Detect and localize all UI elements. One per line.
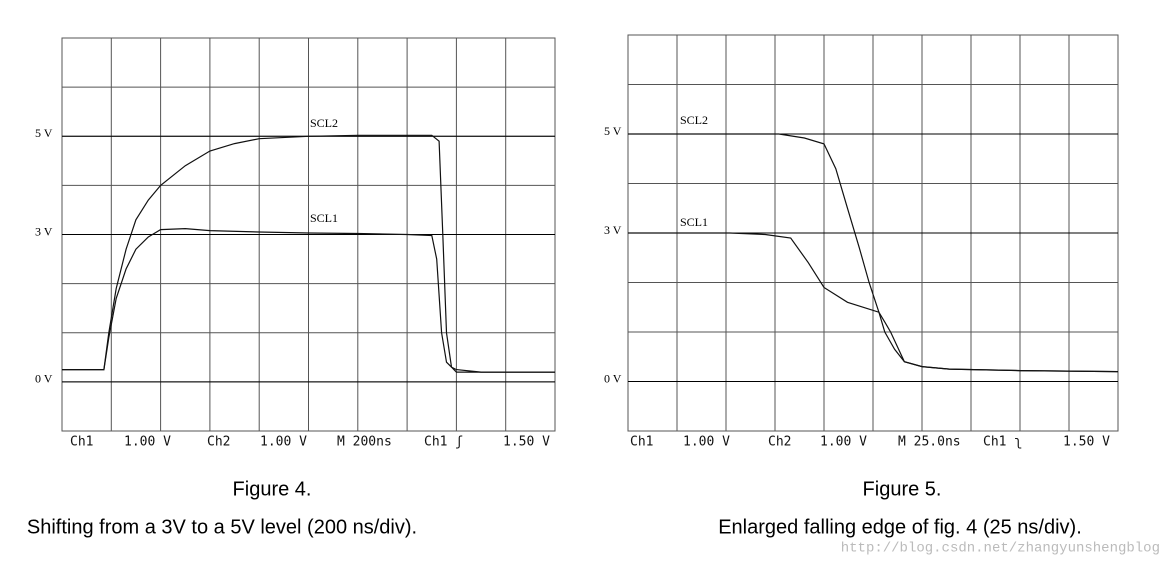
trace <box>628 232 1119 373</box>
trace <box>62 134 555 373</box>
scope-setting: M 25.0ns <box>898 435 961 450</box>
series-label: SCL2 <box>680 113 708 127</box>
scope-setting: Ch1 <box>630 435 653 450</box>
figure-caption: Figure 4. <box>233 478 312 500</box>
y-tick-label: 0 V <box>604 371 622 385</box>
y-tick-label: 5 V <box>35 126 53 140</box>
y-tick-label: 3 V <box>604 223 622 237</box>
scope-setting: 1.00 V <box>683 435 730 450</box>
scope-setting: Ch2 <box>768 435 791 450</box>
y-tick-label: 5 V <box>604 124 622 138</box>
y-tick-label: 3 V <box>35 224 53 238</box>
scope-setting: 1.00 V <box>820 435 867 450</box>
scope-setting: Ch1 ʅ <box>983 435 1022 450</box>
series-label: SCL1 <box>310 211 338 225</box>
figure-subcaption: Shifting from a 3V to a 5V level (200 ns… <box>27 516 417 538</box>
series-label: SCL2 <box>310 116 338 130</box>
trace <box>62 227 555 373</box>
scope-setting: M 200ns <box>337 435 392 450</box>
series-label: SCL1 <box>680 215 708 229</box>
scope-setting: Ch1 <box>70 435 93 450</box>
figure-caption: Figure 5. <box>863 478 942 500</box>
scope-setting: 1.50 V <box>1063 435 1110 450</box>
scope-setting: 1.50 V <box>503 435 550 450</box>
scope-setting: Ch1 ʃ <box>424 435 463 450</box>
figure-subcaption: Enlarged falling edge of fig. 4 (25 ns/d… <box>718 516 1082 538</box>
scope-setting: Ch2 <box>207 435 230 450</box>
scope-setting: 1.00 V <box>124 435 171 450</box>
y-tick-label: 0 V <box>35 372 53 386</box>
scope-setting: 1.00 V <box>260 435 307 450</box>
watermark: http://blog.csdn.net/zhangyunshengblog <box>841 541 1160 557</box>
